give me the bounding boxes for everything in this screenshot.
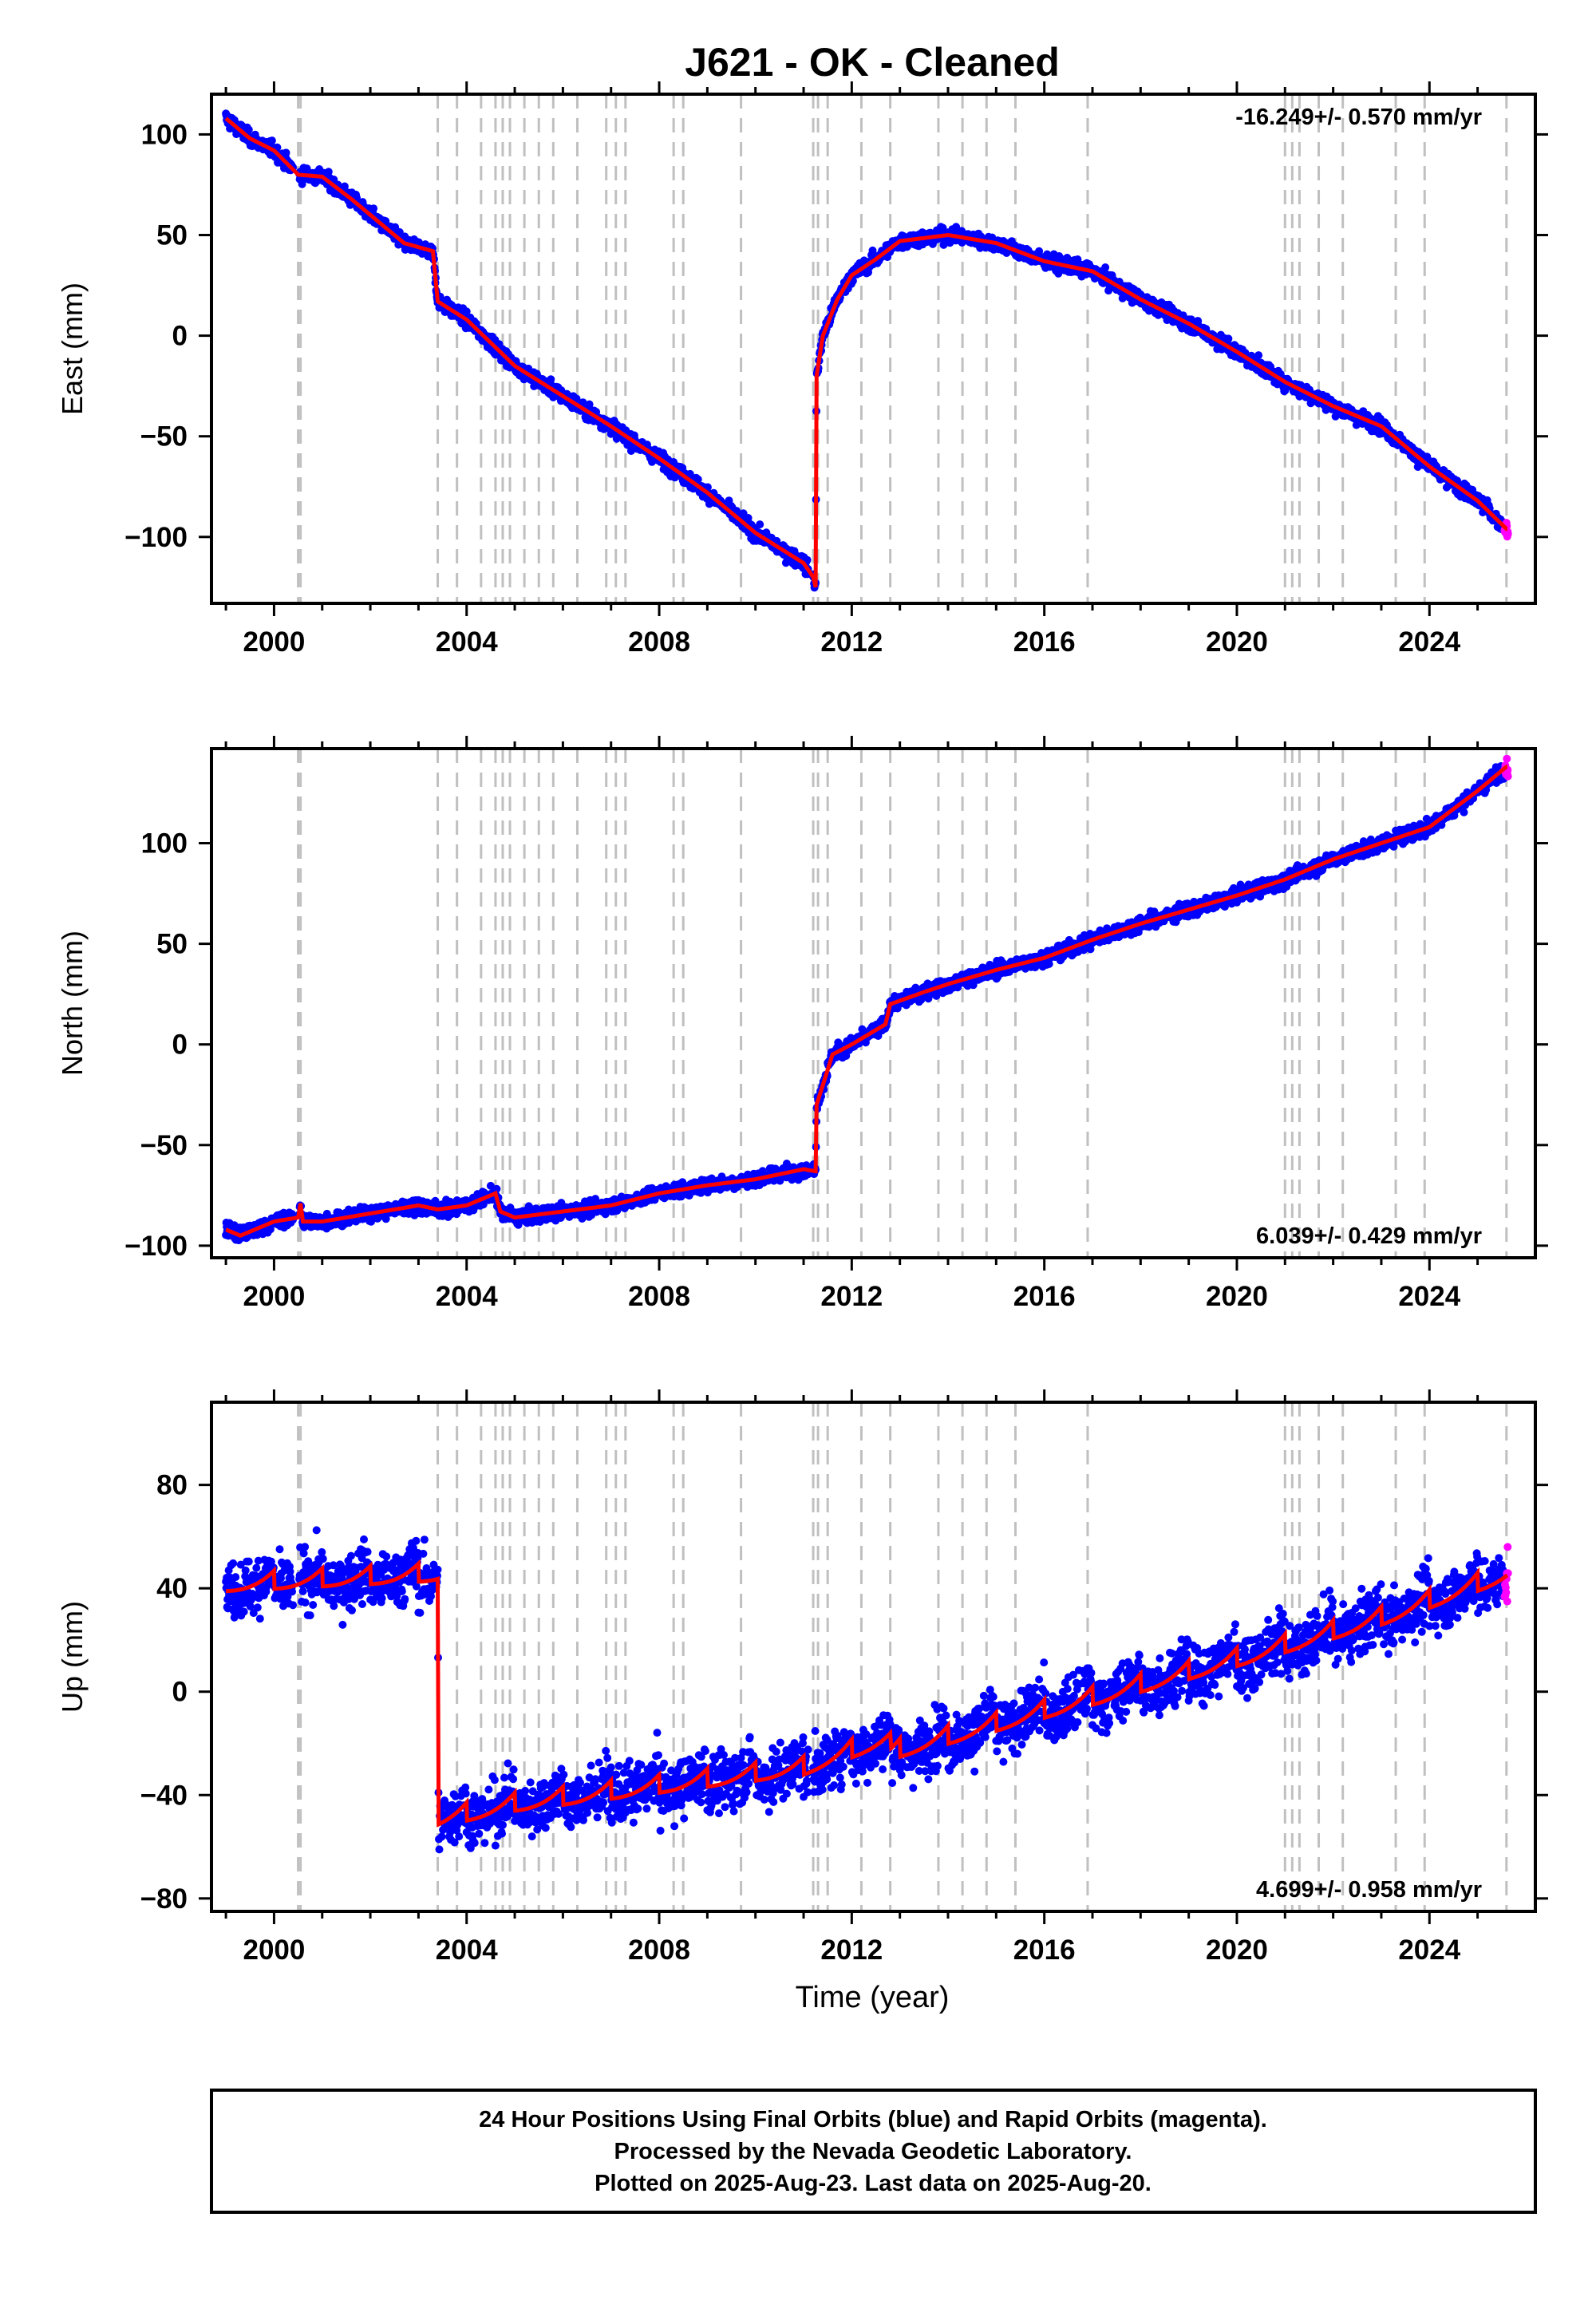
data-point xyxy=(685,469,694,478)
y-axis-label: East (mm) xyxy=(56,283,89,415)
data-point xyxy=(803,555,812,564)
x-tick-label: 2024 xyxy=(1398,626,1460,658)
model-line xyxy=(224,117,1508,588)
y-tick-label: 0 xyxy=(172,321,188,352)
x-tick-label: 2000 xyxy=(243,626,305,658)
x-tick-label: 2020 xyxy=(1206,626,1268,658)
plot-frame xyxy=(210,93,1537,605)
y-tick-label: −100 xyxy=(124,522,188,553)
data-point xyxy=(244,125,253,134)
x-tick-label: 2008 xyxy=(628,626,690,658)
data-point xyxy=(369,204,378,213)
data-point xyxy=(1035,247,1044,255)
data-point xyxy=(1254,351,1263,360)
east-panel: 2000 2004 2008 2012 2016 2020 2024 100 50 0 −50 −10… xyxy=(56,81,1548,658)
x-tick-label: 2016 xyxy=(1013,626,1076,658)
data-point xyxy=(340,182,349,191)
x-tick-label: 2012 xyxy=(820,626,883,658)
figure-title: J621 - OK - Cleaned xyxy=(685,40,1060,85)
x-tick-label: 2004 xyxy=(436,626,498,658)
data-point xyxy=(1224,334,1233,343)
y-tick-label: 100 xyxy=(141,119,188,150)
data-point xyxy=(756,520,764,529)
data-point xyxy=(547,375,555,384)
data-point xyxy=(282,148,290,157)
final-orbit-points xyxy=(222,109,1508,592)
data-point xyxy=(324,168,333,176)
data-point xyxy=(462,307,471,316)
plot-area xyxy=(222,749,1512,1258)
data-point xyxy=(868,246,877,255)
data-point xyxy=(1101,263,1110,271)
y-tick-label: 50 xyxy=(156,220,188,251)
rapid-point xyxy=(1503,529,1512,538)
y-tick-label: −50 xyxy=(140,421,188,453)
data-point xyxy=(267,136,276,145)
final-orbit-points xyxy=(222,762,1508,1245)
north-panel: 2000 2004 2008 2012 2016 2020 2024100500−50−10… xyxy=(56,736,1548,1312)
data-point xyxy=(693,475,702,484)
rate-annotation: -16.249+/- 0.570 mm/yr xyxy=(1235,105,1482,130)
plot-area xyxy=(222,94,1512,603)
